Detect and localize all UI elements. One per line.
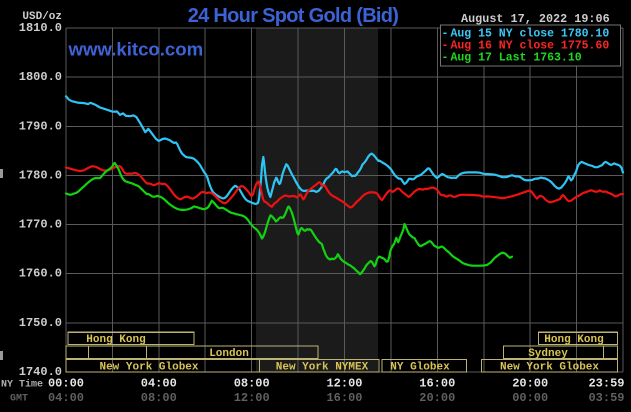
svg-text:20:00: 20:00 [419, 391, 455, 405]
svg-text:NY Time: NY Time [1, 379, 43, 391]
svg-text:Aug 15 NY close 1780.10: Aug 15 NY close 1780.10 [451, 28, 610, 41]
svg-text:24 Hour Spot Gold (Bid): 24 Hour Spot Gold (Bid) [188, 5, 399, 27]
svg-text:20:00: 20:00 [512, 377, 548, 391]
svg-text:NY Globex: NY Globex [390, 361, 450, 373]
svg-text:Sydney: Sydney [528, 348, 568, 360]
svg-text:New York Globex: New York Globex [500, 361, 599, 373]
svg-text:12:00: 12:00 [326, 377, 362, 391]
svg-text:Hong Kong: Hong Kong [544, 334, 603, 346]
svg-text:New York NYMEX: New York NYMEX [276, 361, 369, 373]
svg-text:Aug 16 NY close 1775.60: Aug 16 NY close 1775.60 [451, 40, 610, 53]
svg-text:00:00: 00:00 [512, 391, 548, 405]
svg-text:London: London [209, 348, 249, 360]
svg-text:1780.0: 1780.0 [19, 168, 62, 182]
svg-text:1790.0: 1790.0 [19, 119, 62, 133]
svg-text:1750.0: 1750.0 [19, 316, 62, 330]
svg-text:03:59: 03:59 [588, 391, 624, 405]
svg-text:Aug 17 Last 1763.10: Aug 17 Last 1763.10 [451, 52, 582, 65]
svg-text:1810.0: 1810.0 [19, 21, 62, 35]
svg-text:Hong Kong: Hong Kong [86, 334, 145, 346]
svg-text:1800.0: 1800.0 [19, 70, 62, 84]
svg-text:00:00: 00:00 [48, 377, 84, 391]
svg-text:12:00: 12:00 [234, 391, 270, 405]
svg-text:08:00: 08:00 [234, 377, 270, 391]
svg-text:-: - [442, 40, 449, 53]
svg-text:USD/oz: USD/oz [22, 11, 62, 23]
svg-text:August 17, 2022 19:06: August 17, 2022 19:06 [461, 12, 610, 26]
svg-text:-: - [442, 52, 449, 65]
svg-text:-: - [442, 28, 449, 41]
svg-text:1740.0: 1740.0 [19, 365, 62, 379]
svg-text:New York Globex: New York Globex [99, 361, 198, 373]
svg-text:04:00: 04:00 [141, 377, 177, 391]
svg-text:GMT: GMT [10, 394, 28, 405]
svg-text:08:00: 08:00 [141, 391, 177, 405]
svg-text:04:00: 04:00 [48, 391, 84, 405]
svg-text:1770.0: 1770.0 [19, 218, 62, 232]
svg-text:16:00: 16:00 [326, 391, 362, 405]
svg-text:www.kitco.com: www.kitco.com [68, 39, 204, 60]
svg-text:1760.0: 1760.0 [19, 267, 62, 281]
svg-text:23:59: 23:59 [588, 377, 624, 391]
svg-text:16:00: 16:00 [419, 377, 455, 391]
